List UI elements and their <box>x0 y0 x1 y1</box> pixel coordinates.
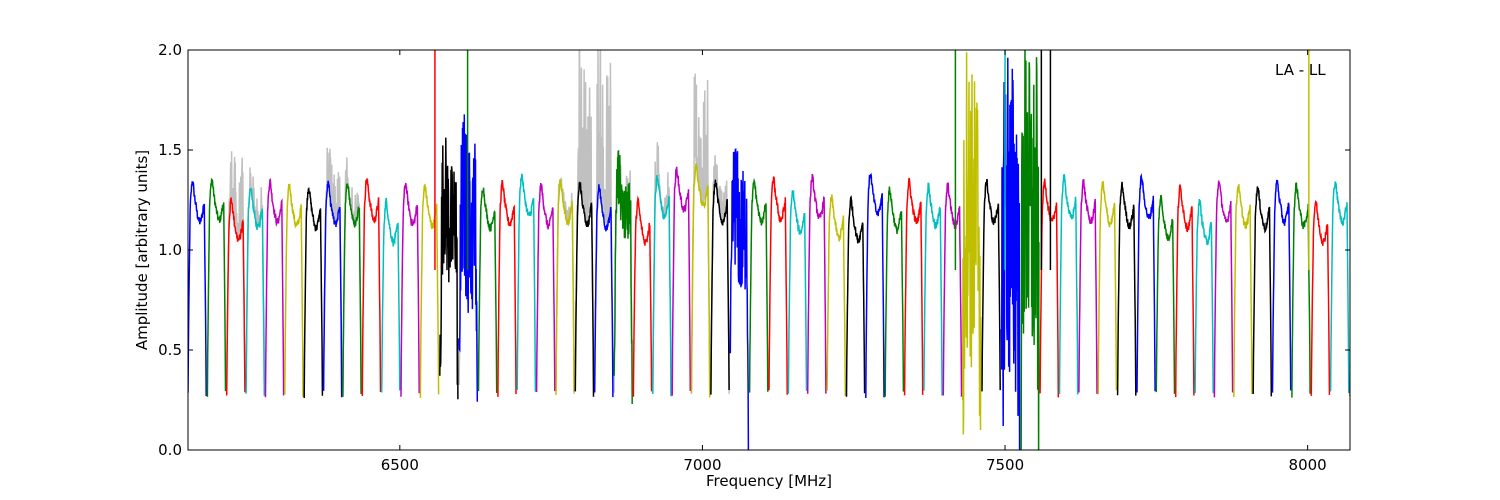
y-tick-label: 0.0 <box>158 441 182 459</box>
channel-trace <box>1097 181 1118 395</box>
channel-trace <box>1291 182 1311 398</box>
channel-trace <box>419 183 440 398</box>
channel-trace <box>380 197 401 393</box>
channel-trace <box>206 177 227 397</box>
background-trace <box>322 147 343 395</box>
background-trace <box>225 151 246 395</box>
channel-trace <box>613 150 633 405</box>
y-tick-label: 1.0 <box>158 241 182 259</box>
x-axis-label: Frequency [MHz] <box>706 472 832 490</box>
channel-trace <box>729 148 750 450</box>
background-trace <box>652 142 672 395</box>
channel-trace <box>1000 57 1021 450</box>
annotation-label: LA - LL <box>1275 61 1326 79</box>
channel-trace <box>264 178 285 398</box>
channel-trace <box>593 184 614 398</box>
channel-trace <box>632 195 653 397</box>
channel-trace <box>865 172 885 399</box>
channel-trace <box>322 180 343 398</box>
channel-trace <box>710 179 730 395</box>
channel-trace <box>400 182 420 397</box>
channel-trace <box>1078 179 1098 394</box>
channel-trace <box>516 173 537 392</box>
channel-trace <box>1155 194 1176 394</box>
channel-trace <box>361 177 382 397</box>
channel-trace <box>942 182 963 397</box>
channel-trace <box>1020 50 1040 450</box>
x-tick-label: 8000 <box>1289 456 1327 474</box>
y-tick-label: 1.5 <box>158 141 182 159</box>
channel-trace <box>671 166 692 396</box>
x-tick-label: 6500 <box>381 456 419 474</box>
channel-trace <box>1039 178 1060 398</box>
channel-trace <box>1271 179 1292 393</box>
channel-trace <box>574 181 595 397</box>
series-layer <box>188 50 1350 450</box>
channel-trace <box>806 173 827 394</box>
channel-trace <box>1174 184 1195 398</box>
channel-trace <box>652 174 672 397</box>
channel-trace <box>826 194 847 397</box>
channel-trace <box>284 183 304 397</box>
channel-trace <box>555 178 575 396</box>
channel-trace <box>188 181 207 397</box>
x-tick-label: 7500 <box>986 456 1024 474</box>
channel-trace <box>225 197 246 396</box>
background-trace <box>342 157 362 392</box>
channel-trace <box>1233 184 1253 398</box>
channel-trace <box>1136 172 1156 393</box>
channel-trace <box>845 195 866 397</box>
channel-trace <box>1310 200 1331 396</box>
channel-trace <box>748 177 769 393</box>
channel-trace <box>1116 181 1137 396</box>
y-axis-label: Amplitude [arbitrary units] <box>133 150 151 350</box>
channel-trace <box>690 162 711 398</box>
channel-trace <box>981 178 1001 392</box>
channel-trace <box>923 182 943 396</box>
channel-trace <box>477 187 498 394</box>
background-trace <box>690 73 711 395</box>
channel-trace <box>458 114 479 402</box>
channel-trace <box>342 183 362 397</box>
channel-trace <box>497 179 517 397</box>
channel-trace <box>1329 181 1350 394</box>
channel-trace <box>787 190 808 394</box>
channel-trace <box>903 177 924 396</box>
channel-trace <box>1252 186 1273 397</box>
y-tick-label: 0.5 <box>158 341 182 359</box>
channel-trace <box>768 176 788 395</box>
channel-trace <box>439 137 459 400</box>
y-tick-label: 2.0 <box>158 41 182 59</box>
ticks-layer: 6500 7000 7500 8000 0.0 0.5 1.0 1.5 2.0 <box>158 41 1350 474</box>
channel-trace <box>1194 198 1214 394</box>
channel-trace <box>245 188 266 396</box>
x-tick-label: 7000 <box>683 456 721 474</box>
channel-trace <box>535 182 556 393</box>
channel-trace <box>884 186 905 397</box>
channel-trace <box>961 52 982 435</box>
channel-trace <box>1349 312 1350 397</box>
channel-trace <box>1213 180 1234 398</box>
channel-trace <box>303 187 324 399</box>
channel-trace <box>1058 174 1079 395</box>
